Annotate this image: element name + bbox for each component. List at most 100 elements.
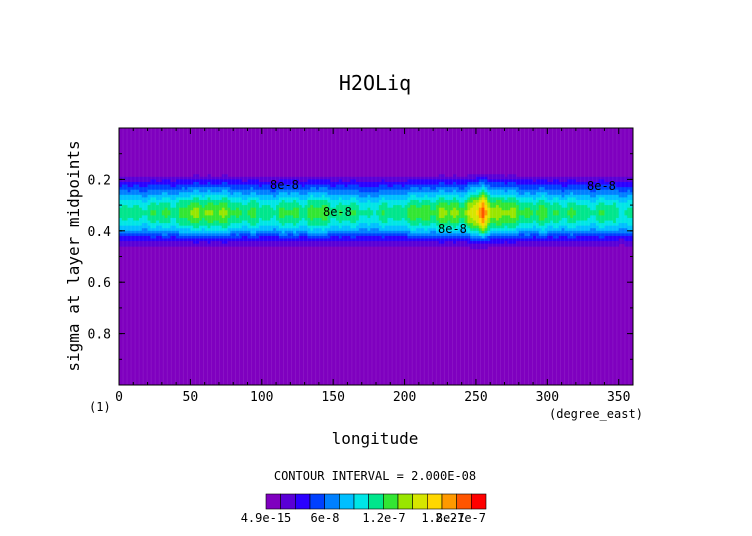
field-cell [553, 195, 556, 198]
field-cell [210, 205, 213, 208]
field-cell [433, 203, 436, 206]
field-cell [473, 244, 476, 247]
field-cell [376, 218, 379, 221]
field-cell [524, 200, 527, 203]
field-cell [396, 197, 399, 200]
field-cell [619, 205, 622, 208]
field-cell [168, 223, 171, 226]
field-cell [613, 195, 616, 198]
field-cell [505, 213, 508, 216]
field-cell [473, 179, 476, 182]
field-cell [382, 195, 385, 198]
field-cell [128, 231, 131, 234]
field-cell [319, 233, 322, 236]
field-cell [507, 203, 510, 206]
field-cell [319, 185, 322, 188]
field-cell [228, 239, 231, 242]
field-cell [505, 218, 508, 221]
field-cell [399, 226, 402, 229]
field-cell [416, 210, 419, 213]
field-cell [447, 208, 450, 211]
field-cell [250, 210, 253, 213]
field-cell [230, 208, 233, 211]
field-cell [190, 215, 193, 218]
field-cell [533, 190, 536, 193]
field-cell [576, 233, 579, 236]
field-cell [533, 223, 536, 226]
field-cell [433, 185, 436, 188]
field-cell [447, 185, 450, 188]
field-cell [228, 210, 231, 213]
field-cell [196, 205, 199, 208]
field-cell [527, 182, 530, 185]
field-cell [559, 179, 562, 182]
field-cell [622, 203, 625, 206]
field-cell [405, 231, 408, 234]
field-cell [513, 197, 516, 200]
field-cell [159, 210, 162, 213]
field-cell [233, 200, 236, 203]
field-cell [553, 236, 556, 239]
field-cell [619, 210, 622, 213]
field-cell [602, 210, 605, 213]
field-cell [256, 190, 259, 193]
field-cell [316, 190, 319, 193]
field-cell [513, 203, 516, 206]
field-cell [527, 205, 530, 208]
field-cell [336, 226, 339, 229]
field-cell [379, 185, 382, 188]
field-cell [325, 197, 328, 200]
field-cell [465, 200, 468, 203]
field-cell [544, 239, 547, 242]
field-cell [396, 187, 399, 190]
field-cell [230, 226, 233, 229]
field-cell [339, 244, 342, 247]
field-cell [470, 187, 473, 190]
field-cell [276, 210, 279, 213]
field-cell [190, 210, 193, 213]
field-cell [467, 233, 470, 236]
field-cell [128, 205, 131, 208]
field-cell [599, 239, 602, 242]
field-cell [176, 213, 179, 216]
field-cell [250, 195, 253, 198]
field-cell [176, 221, 179, 224]
field-cell [248, 236, 251, 239]
field-cell [128, 236, 131, 239]
field-cell [493, 226, 496, 229]
field-cell [485, 244, 488, 247]
field-cell [210, 185, 213, 188]
field-cell [425, 244, 428, 247]
field-cell [622, 187, 625, 190]
field-cell [599, 223, 602, 226]
field-cell [485, 185, 488, 188]
field-cell [450, 205, 453, 208]
field-cell [453, 215, 456, 218]
field-cell [362, 179, 365, 182]
field-cell [524, 210, 527, 213]
field-cell [465, 208, 468, 211]
field-cell [299, 185, 302, 188]
field-cell [599, 218, 602, 221]
field-cell [145, 223, 148, 226]
field-cell [188, 177, 191, 180]
field-cell [236, 187, 239, 190]
field-cell [530, 226, 533, 229]
field-cell [510, 241, 513, 244]
field-cell [267, 241, 270, 244]
field-cell [596, 205, 599, 208]
field-cell [193, 218, 196, 221]
field-cell [507, 190, 510, 193]
field-cell [159, 208, 162, 211]
field-cell [345, 226, 348, 229]
field-cell [613, 200, 616, 203]
field-cell [287, 205, 290, 208]
field-cell [582, 195, 585, 198]
field-cell [322, 233, 325, 236]
field-cell [416, 177, 419, 180]
field-cell [599, 244, 602, 247]
field-cell [376, 197, 379, 200]
field-cell [447, 195, 450, 198]
field-cell [170, 241, 173, 244]
field-cell [427, 236, 430, 239]
